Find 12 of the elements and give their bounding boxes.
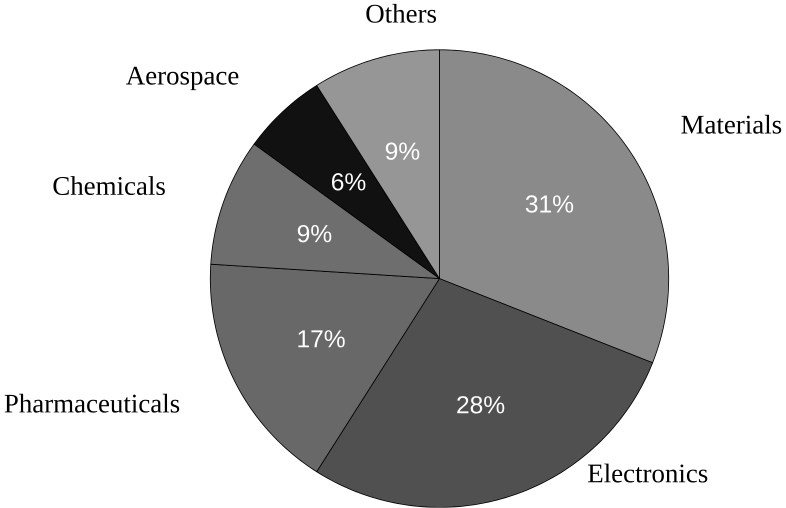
slice-label: Aerospace — [126, 66, 238, 90]
data-label: 9% — [298, 225, 332, 242]
slice-label: Pharmaceuticals — [4, 394, 180, 413]
data-label: 28% — [457, 396, 504, 414]
data-label: 17% — [298, 330, 345, 348]
slice-label: Others — [366, 4, 436, 23]
data-label: 31% — [526, 195, 574, 213]
slice-label: Materials — [681, 114, 782, 134]
slice-label: Chemicals — [53, 176, 165, 196]
slice-label: Electronics — [588, 464, 708, 483]
data-label: 9% — [386, 142, 420, 160]
data-label: 6% — [332, 173, 366, 191]
